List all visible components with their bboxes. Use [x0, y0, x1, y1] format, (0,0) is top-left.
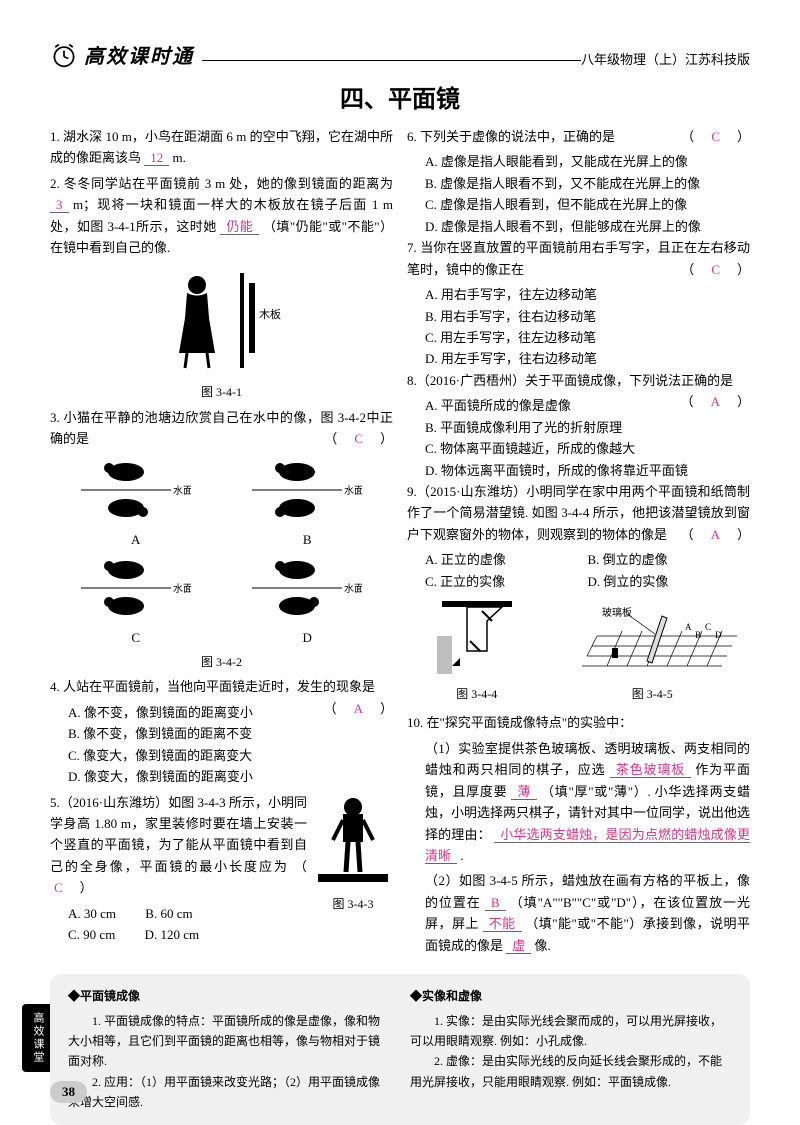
svg-text:木板: 木板: [259, 307, 281, 321]
q10-2-ans3: 虚: [506, 938, 531, 954]
question-10: 10. 在"探究平面镜成像特点"的实验中：: [407, 712, 750, 733]
question-7: 7. 当你在竖直放置的平面镜前用右手写字，且正在左右移动笔时，镜中的像正在 （ …: [407, 237, 750, 280]
question-4: 4. 人站在平面镜前，当他向平面镜走近时，发生的现象是 （ A ）: [50, 676, 393, 697]
svg-text:水面: 水面: [173, 583, 191, 595]
summary-right-title: ◆实像和虚像: [410, 986, 732, 1006]
cat-option-d-icon: 水面: [252, 552, 362, 627]
fig1-caption: 图 3-4-1: [50, 383, 393, 403]
q7-opt-c: C. 用左手写字，往左边移动笔: [407, 327, 750, 348]
cat-option-c-icon: 水面: [81, 552, 191, 627]
summary-right: ◆实像和虚像 1. 实像：是由实际光线会聚而成的，可以用光屏接收，可以用眼睛观察…: [410, 986, 732, 1112]
q4-opt-d: D. 像变大，像到镜面的距离变小: [50, 766, 393, 787]
brand-logo: 高效课时通: [50, 40, 194, 69]
svg-text:水面: 水面: [344, 485, 362, 497]
summary-left-title: ◆平面镜成像: [68, 986, 390, 1006]
q6-opt-b: B. 虚像是指人眼看不到，又不能成在光屏上的像: [407, 173, 750, 194]
q10-1-ans2: 薄: [511, 784, 537, 800]
summary-right-p2: 2. 虚像：是由实际光线的反向延长线会聚形成的，不能用光屏接收，只能用眼睛观察.…: [410, 1051, 732, 1092]
q4-answer: A: [350, 701, 367, 716]
svg-text:水面: 水面: [173, 485, 191, 497]
question-5: 5.（2016·山东潍坊）如图 3-4-3 所示，小明同学身高 1.80 m，家…: [50, 792, 307, 899]
svg-text:C: C: [705, 622, 711, 632]
question-6: 6. 下列关于虚像的说法中，正确的是 （ C ）: [407, 126, 750, 147]
q9-opts-row2: C. 正立的实像 D. 倒立的实像: [407, 571, 750, 592]
q7-opt-b: B. 用右手写字，往右边移动笔: [407, 306, 750, 327]
q9-opts-row1: A. 正立的虚像 B. 倒立的虚像: [407, 549, 750, 570]
figure-3-4-2: 水面 A 水面 B: [50, 454, 393, 649]
q2-answer-1: 3: [50, 197, 69, 213]
summary-left-p2: 2. 应用：（1）用平面镜来改变光路；（2）用平面镜成像来增大空间感.: [68, 1072, 390, 1113]
figure-3-4-1: 木板: [50, 263, 393, 379]
q9-answer: A: [707, 527, 724, 542]
svg-text:玻璃板: 玻璃板: [602, 606, 632, 619]
right-column: 6. 下列关于虚像的说法中，正确的是 （ C ） A. 虚像是指人眼能看到，又能…: [407, 126, 750, 960]
q6-opt-c: C. 虚像是指人眼看到，但不能成在光屏上的像: [407, 194, 750, 215]
q10-2-ans2: 不能: [483, 916, 522, 932]
figures-4-5: 图 3-4-4 玻璃板 AB CD 图: [407, 596, 750, 708]
fig5-caption: 图 3-4-5: [555, 685, 750, 705]
opt-b-label: B: [252, 529, 362, 550]
grid-glass-icon: 玻璃板 AB CD: [567, 596, 737, 676]
opt-d-label: D: [252, 627, 362, 648]
girl-mirror-icon: 木板: [157, 263, 287, 373]
question-2: 2. 冬冬同学站在平面镜前 3 m 处，她的像到镜面的距离为 3 m；现将一块和…: [50, 173, 393, 259]
q8-opt-c: C. 物体离平面镜越近，所成的像越大: [407, 438, 750, 459]
edition-text: 八年级物理（上）江苏科技版: [581, 49, 750, 68]
q3-answer: C: [350, 431, 367, 446]
cat-option-a-icon: 水面: [81, 454, 191, 529]
question-10-2: （2）如图 3-4-5 所示，蜡烛放在画有方格的平板上，像的位置在 B （填"A…: [407, 870, 750, 956]
periscope-icon: [432, 596, 522, 676]
q5-options-row1: A. 30 cm B. 60 cm: [50, 903, 307, 924]
q5-answer: C: [50, 880, 67, 895]
question-9: 9.（2015·山东潍坊）小明同学在家中用两个平面镜和纸筒制作了一个简易潜望镜.…: [407, 481, 750, 545]
summary-tab: 高效课堂: [22, 1004, 50, 1072]
cat-option-b-icon: 水面: [252, 454, 362, 529]
fig2-caption: 图 3-4-2: [50, 653, 393, 673]
q6-answer: C: [707, 129, 724, 144]
page-number: 38: [50, 1081, 87, 1103]
q6-opt-a: A. 虚像是指人眼能看到，又能成在光屏上的像: [407, 151, 750, 172]
page-header: 高效课时通 八年级物理（上）江苏科技版: [50, 40, 750, 69]
section-title: 四、平面镜: [50, 79, 750, 114]
q2-answer-2: 仍能: [220, 219, 259, 235]
q6-opt-d: D. 虚像是指人眼看不到，但能够成在光屏上的像: [407, 216, 750, 237]
header-rule: [202, 60, 581, 61]
q8-opt-b: B. 平面镜成像利用了光的折射原理: [407, 417, 750, 438]
summary-left-p1: 1. 平面镜成像的特点：平面镜所成的像是虚像，像和物大小相等，且它们到平面镜的距…: [68, 1011, 390, 1072]
question-3: 3. 小猫在平静的池塘边欣赏自己在水中的像，图 3-4-2中正确的是 （ C ）: [50, 407, 393, 450]
q8-opt-d: D. 物体远离平面镜时，所成的像将靠近平面镜: [407, 460, 750, 481]
opt-c-label: C: [81, 627, 191, 648]
brand-text: 高效课时通: [84, 40, 194, 69]
question-10-1: （1）实验室提供茶色玻璃板、透明玻璃板、两支相同的蜡烛和两只相同的棋子，应选 茶…: [407, 738, 750, 867]
alarm-clock-icon: [50, 41, 78, 69]
svg-text:B: B: [695, 630, 701, 640]
svg-text:A: A: [685, 622, 692, 632]
content-columns: 1. 湖水深 10 m，小鸟在距湖面 6 m 的空中飞翔，它在湖中所成的像距离该…: [50, 126, 750, 960]
svg-text:水面: 水面: [344, 583, 362, 595]
q7-opt-a: A. 用右手写字，往左边移动笔: [407, 284, 750, 305]
summary-box: 高效课堂 ◆平面镜成像 1. 平面镜成像的特点：平面镜所成的像是虚像，像和物大小…: [50, 974, 750, 1124]
summary-right-p1: 1. 实像：是由实际光线会聚而成的，可以用光屏接收，可以用眼睛观察. 例如：小孔…: [410, 1011, 732, 1052]
summary-left: ◆平面镜成像 1. 平面镜成像的特点：平面镜所成的像是虚像，像和物大小相等，且它…: [68, 986, 390, 1112]
q10-1-ans1: 茶色玻璃板: [610, 762, 691, 778]
left-column: 1. 湖水深 10 m，小鸟在距湖面 6 m 的空中飞翔，它在湖中所成的像距离该…: [50, 126, 393, 960]
q7-answer: C: [707, 262, 724, 277]
q8-answer: A: [707, 394, 724, 409]
q1-answer: 12: [144, 150, 169, 166]
boy-standing-icon: [313, 792, 393, 887]
q4-opt-c: C. 像变大，像到镜面的距离变大: [50, 745, 393, 766]
opt-a-label: A: [81, 529, 191, 550]
q10-2-ans1: B: [485, 895, 506, 911]
question-8: 8.（2016·广西梧州）关于平面镜成像，下列说法正确的是 （ A ）: [407, 370, 750, 391]
fig4-caption: 图 3-4-4: [407, 685, 547, 705]
q7-opt-d: D. 用左手写字，往右边移动笔: [407, 348, 750, 369]
svg-text:D: D: [715, 630, 722, 640]
q4-opt-b: B. 像不变，像到镜面的距离不变: [50, 723, 393, 744]
q5-options-row2: C. 90 cm D. 120 cm: [50, 924, 307, 945]
question-1: 1. 湖水深 10 m，小鸟在距湖面 6 m 的空中飞翔，它在湖中所成的像距离该…: [50, 126, 393, 169]
fig3-caption: 图 3-4-3: [313, 895, 393, 915]
